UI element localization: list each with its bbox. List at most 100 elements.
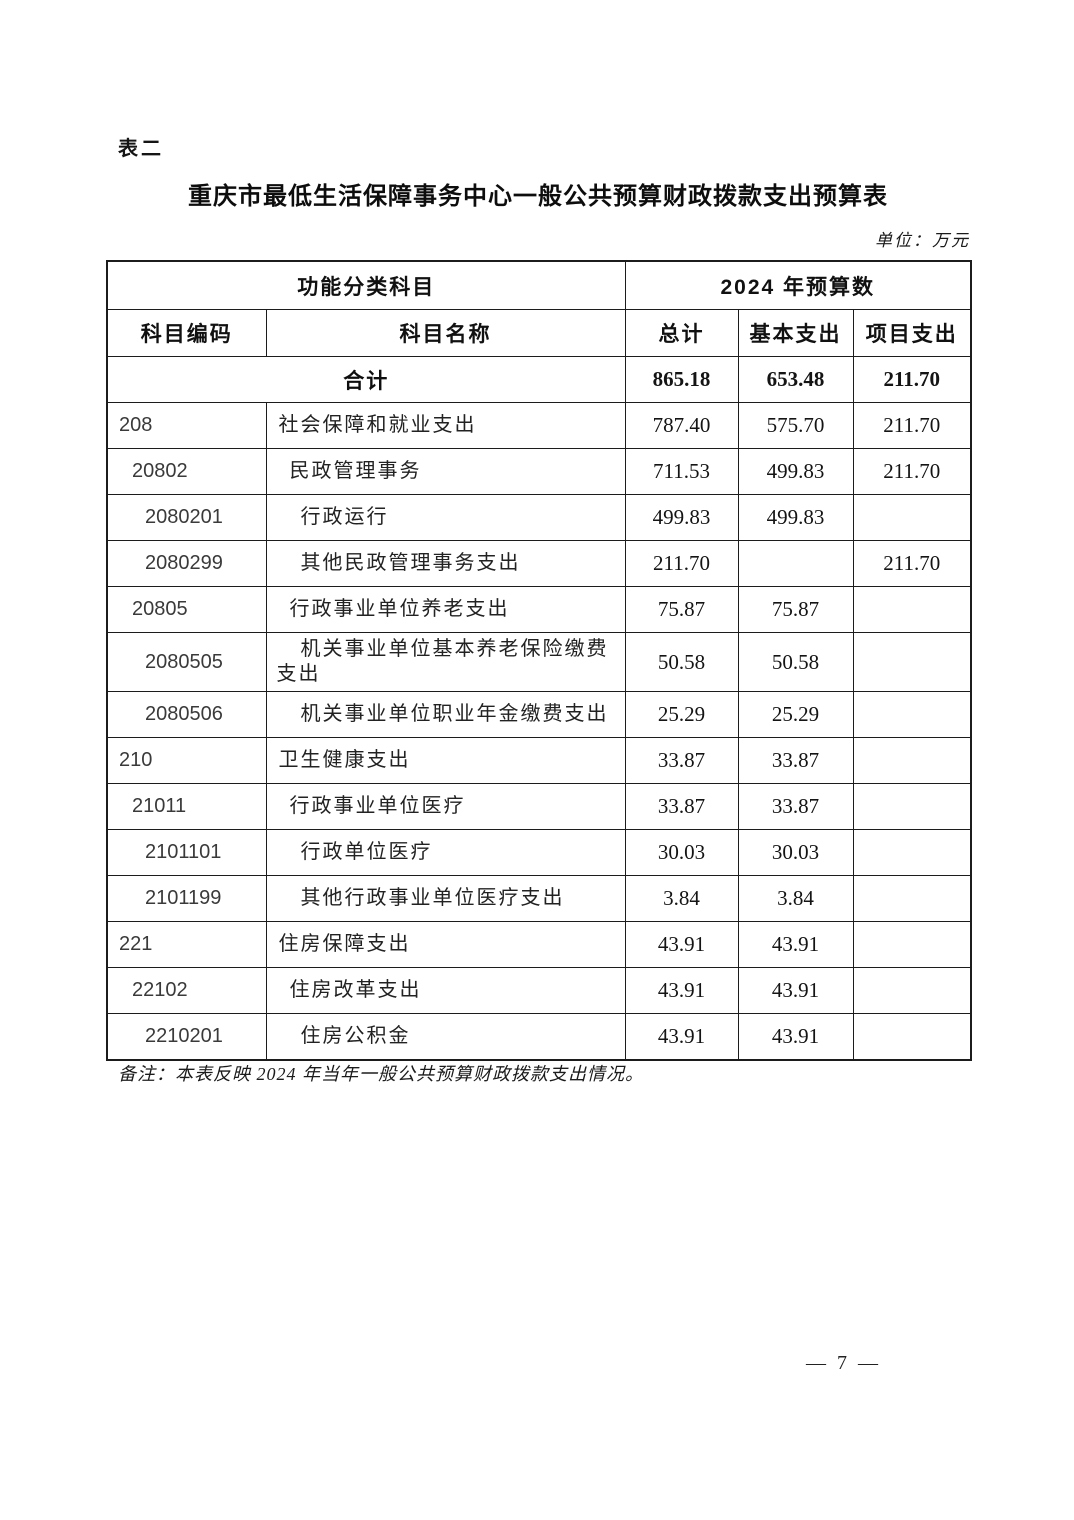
table-row: 208 社会保障和就业支出 787.40 575.70 211.70 <box>106 402 972 449</box>
project-value-cell: 211.70 <box>852 448 972 495</box>
project-value-cell <box>852 632 972 692</box>
total-value-cell: 787.40 <box>624 402 739 449</box>
subject-code-cell: 20802 <box>106 448 267 495</box>
subject-name-cell: 卫生健康支出 <box>265 737 626 784</box>
project-value-cell <box>852 494 972 541</box>
subject-code-cell: 20805 <box>106 586 267 633</box>
table-row: 2080505 机关事业单位基本养老保险缴费支出 50.58 50.58 <box>106 632 972 692</box>
header-group-row: 功能分类科目 2024 年预算数 <box>106 260 972 310</box>
subject-name-cell: 行政运行 <box>265 494 626 541</box>
subject-name-cell: 民政管理事务 <box>265 448 626 495</box>
header-subject-name: 科目名称 <box>265 309 626 357</box>
basic-value-cell: 43.91 <box>737 967 854 1014</box>
subject-code-cell: 221 <box>106 921 267 968</box>
subject-name-cell: 其他民政管理事务支出 <box>265 540 626 587</box>
subject-name-cell: 住房保障支出 <box>265 921 626 968</box>
total-value-cell: 211.70 <box>624 540 739 587</box>
unit-note: 单位：万元 <box>875 231 970 250</box>
basic-value-cell: 499.83 <box>737 448 854 495</box>
basic-value-cell: 75.87 <box>737 586 854 633</box>
basic-value-cell: 25.29 <box>737 691 854 738</box>
header-subject-code: 科目编码 <box>106 309 267 357</box>
subject-code-cell: 210 <box>106 737 267 784</box>
basic-value-cell: 575.70 <box>737 402 854 449</box>
total-value-cell: 50.58 <box>624 632 739 692</box>
project-value-cell <box>852 1013 972 1061</box>
grand-total-project: 211.70 <box>852 356 972 403</box>
subject-name-cell: 机关事业单位基本养老保险缴费支出 <box>265 632 626 692</box>
table-row: 20805 行政事业单位养老支出 75.87 75.87 <box>106 586 972 633</box>
subject-code-cell: 2210201 <box>106 1013 267 1061</box>
project-value-cell <box>852 586 972 633</box>
table-row: 20802 民政管理事务 711.53 499.83 211.70 <box>106 448 972 495</box>
project-value-cell <box>852 967 972 1014</box>
total-value-cell: 33.87 <box>624 737 739 784</box>
basic-value-cell: 43.91 <box>737 1013 854 1061</box>
total-value-cell: 711.53 <box>624 448 739 495</box>
header-budget-2024: 2024 年预算数 <box>624 260 972 310</box>
table-row: 210 卫生健康支出 33.87 33.87 <box>106 737 972 784</box>
subject-name-cell: 行政事业单位医疗 <box>265 783 626 830</box>
budget-table: 功能分类科目 2024 年预算数 科目编码 科目名称 总计 基本支出 项目支出 … <box>106 260 973 1061</box>
subject-name-cell: 社会保障和就业支出 <box>265 402 626 449</box>
grand-total-label: 合计 <box>106 356 626 403</box>
table-row: 2210201 住房公积金 43.91 43.91 <box>106 1013 972 1061</box>
subject-name-cell: 其他行政事业单位医疗支出 <box>265 875 626 922</box>
subject-code-cell: 208 <box>106 402 267 449</box>
subject-name-cell: 机关事业单位职业年金缴费支出 <box>265 691 626 738</box>
project-value-cell <box>852 921 972 968</box>
total-value-cell: 30.03 <box>624 829 739 876</box>
project-value-cell: 211.70 <box>852 540 972 587</box>
table-number-label: 表二 <box>118 138 164 160</box>
subject-name-cell: 行政单位医疗 <box>265 829 626 876</box>
table-row: 2101101 行政单位医疗 30.03 30.03 <box>106 829 972 876</box>
subject-code-cell: 22102 <box>106 967 267 1014</box>
total-value-cell: 33.87 <box>624 783 739 830</box>
subject-name-cell: 住房公积金 <box>265 1013 626 1061</box>
table-row: 2080299 其他民政管理事务支出 211.70 211.70 <box>106 540 972 587</box>
table-row: 2101199 其他行政事业单位医疗支出 3.84 3.84 <box>106 875 972 922</box>
basic-value-cell: 33.87 <box>737 737 854 784</box>
basic-value-cell: 33.87 <box>737 783 854 830</box>
footer-note: 备注：本表反映 2024 年当年一般公共预算财政拨款支出情况。 <box>118 1064 644 1084</box>
project-value-cell <box>852 875 972 922</box>
total-value-cell: 43.91 <box>624 921 739 968</box>
subject-code-cell: 2101101 <box>106 829 267 876</box>
header-project-expenditure: 项目支出 <box>852 309 972 357</box>
header-columns-row: 科目编码 科目名称 总计 基本支出 项目支出 <box>106 309 972 357</box>
page-number: — 7 — <box>806 1352 881 1374</box>
total-value-cell: 3.84 <box>624 875 739 922</box>
subject-code-cell: 2080201 <box>106 494 267 541</box>
header-function-classification: 功能分类科目 <box>106 260 626 310</box>
subject-name-cell: 行政事业单位养老支出 <box>265 586 626 633</box>
subject-code-cell: 2080506 <box>106 691 267 738</box>
basic-value-cell: 50.58 <box>737 632 854 692</box>
grand-total-row: 合计 865.18 653.48 211.70 <box>106 356 972 403</box>
project-value-cell <box>852 783 972 830</box>
table-row: 22102 住房改革支出 43.91 43.91 <box>106 967 972 1014</box>
total-value-cell: 499.83 <box>624 494 739 541</box>
project-value-cell <box>852 737 972 784</box>
table-row: 2080506 机关事业单位职业年金缴费支出 25.29 25.29 <box>106 691 972 738</box>
project-value-cell: 211.70 <box>852 402 972 449</box>
table-row: 21011 行政事业单位医疗 33.87 33.87 <box>106 783 972 830</box>
basic-value-cell <box>737 540 854 587</box>
grand-total-total: 865.18 <box>624 356 739 403</box>
basic-value-cell: 499.83 <box>737 494 854 541</box>
subject-code-cell: 2101199 <box>106 875 267 922</box>
basic-value-cell: 3.84 <box>737 875 854 922</box>
table-row: 2080201 行政运行 499.83 499.83 <box>106 494 972 541</box>
page-title: 重庆市最低生活保障事务中心一般公共预算财政拨款支出预算表 <box>188 183 888 210</box>
total-value-cell: 43.91 <box>624 967 739 1014</box>
subject-code-cell: 2080505 <box>106 632 267 692</box>
header-basic-expenditure: 基本支出 <box>737 309 854 357</box>
table-body: 合计 865.18 653.48 211.70 208 社会保障和就业支出 78… <box>106 356 972 1061</box>
project-value-cell <box>852 829 972 876</box>
basic-value-cell: 30.03 <box>737 829 854 876</box>
table-row: 221 住房保障支出 43.91 43.91 <box>106 921 972 968</box>
project-value-cell <box>852 691 972 738</box>
header-total: 总计 <box>624 309 739 357</box>
total-value-cell: 75.87 <box>624 586 739 633</box>
subject-code-cell: 2080299 <box>106 540 267 587</box>
